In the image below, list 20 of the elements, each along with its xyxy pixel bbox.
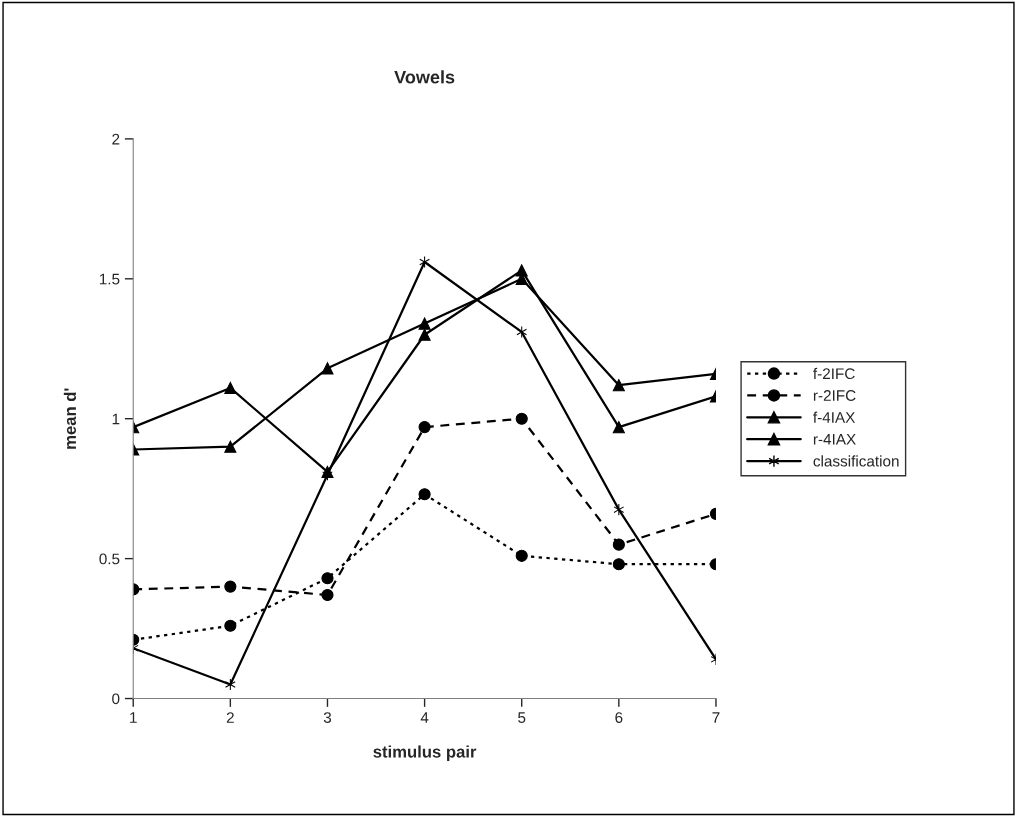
- legend-label: f-2IFC: [813, 367, 855, 380]
- x-tick-label: 2: [226, 712, 234, 723]
- y-tick-label: 0.5: [99, 553, 120, 565]
- x-axis-title: stimulus pair: [373, 745, 477, 761]
- x-tick-label: 4: [420, 712, 429, 723]
- y-tick-label: 2: [112, 133, 120, 145]
- legend-label: f-4IAX: [813, 411, 856, 423]
- y-tick-label: 0: [112, 693, 120, 705]
- legend-label: classification: [813, 455, 899, 467]
- y-tick-label: 1: [112, 413, 120, 425]
- legend-label: r-2IFC: [813, 390, 856, 401]
- x-tick-label: 6: [615, 712, 623, 723]
- chart-title: Vowels: [394, 70, 455, 84]
- x-tick-label: 3: [323, 712, 332, 723]
- y-axis-title: mean d': [63, 388, 77, 449]
- x-tick-label: 5: [518, 712, 526, 723]
- x-tick-label: 1: [130, 712, 137, 723]
- x-tick-label: 7: [712, 712, 720, 723]
- legend-label: r-4IAX: [813, 434, 856, 445]
- y-tick-label: 1.5: [99, 273, 120, 285]
